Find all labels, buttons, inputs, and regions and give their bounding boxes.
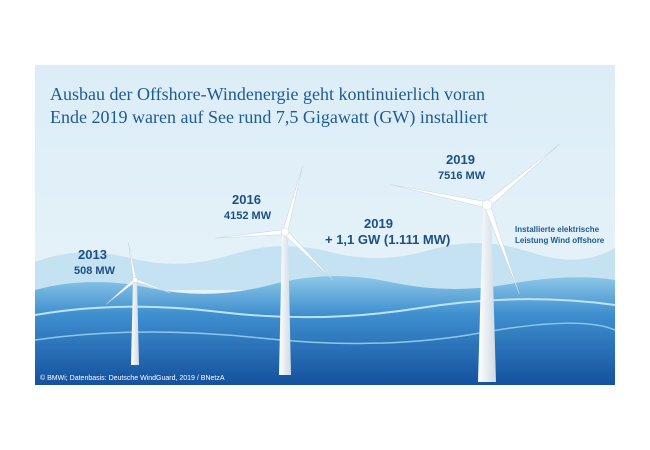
clouds bbox=[35, 242, 615, 290]
value-label: 7516 MW bbox=[438, 170, 486, 182]
turbine bbox=[391, 143, 560, 382]
value-label: 508 MW bbox=[74, 265, 116, 277]
title-line: Ausbau der Offshore-Windenergie geht kon… bbox=[50, 84, 485, 104]
turbine bbox=[105, 242, 171, 365]
turbine bbox=[215, 166, 334, 375]
addition-value: + 1,1 GW (1.111 MW) bbox=[325, 232, 450, 247]
value-label: 4152 MW bbox=[224, 210, 272, 222]
side-note: Leistung Wind offshore bbox=[515, 236, 605, 245]
wave bbox=[34, 298, 616, 319]
credit: © BMWi; Datenbasis: Deutsche WindGuard, … bbox=[40, 374, 225, 382]
side-note: Installierte elektrische bbox=[515, 225, 600, 234]
year-label: 2013 bbox=[78, 247, 107, 262]
year-label: 2016 bbox=[232, 192, 261, 207]
addition-year: 2019 bbox=[364, 216, 393, 231]
title-line: Ende 2019 waren auf See rund 7,5 Gigawat… bbox=[50, 107, 488, 128]
sea bbox=[35, 276, 615, 385]
year-label: 2019 bbox=[446, 152, 475, 167]
